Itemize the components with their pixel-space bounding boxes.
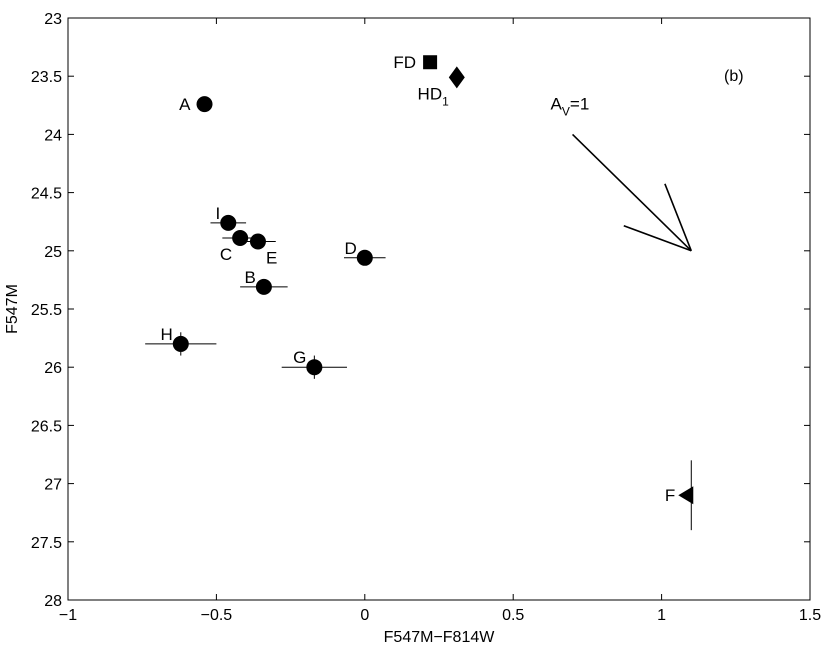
x-tick-label: 1.5 <box>799 607 821 624</box>
data-point: I <box>210 204 247 231</box>
circle-marker <box>172 335 189 352</box>
point-label: E <box>266 248 277 267</box>
y-axis: 23 23.5 24 24.5 25 25.5 26 26.5 27 27.5 28 <box>31 11 810 610</box>
data-point: E <box>240 233 277 267</box>
data-point: B <box>240 268 288 295</box>
arrow-shaft <box>571 133 692 252</box>
circle-marker <box>255 278 272 295</box>
point-label-text: G <box>293 348 306 367</box>
x-tick-label: −1 <box>59 607 77 624</box>
diamond-marker <box>448 66 465 89</box>
y-tick-label: 28 <box>44 593 62 610</box>
arrow-label-subscript: V <box>562 104 570 118</box>
point-label: G <box>293 348 306 367</box>
arrow-label-suffix: =1 <box>570 94 589 113</box>
point-label-text: D <box>345 239 357 258</box>
data-point: F <box>665 460 694 531</box>
point-label: H <box>161 325 173 344</box>
point-label-text: H <box>161 325 173 344</box>
point-label-text: F <box>665 486 675 505</box>
y-tick-label: 27 <box>44 477 62 494</box>
square-marker <box>423 55 438 70</box>
point-label-text: E <box>266 248 277 267</box>
y-tick-label: 24 <box>44 127 62 144</box>
triangle-marker <box>678 486 694 505</box>
point-label-text: B <box>245 268 256 287</box>
x-axis: −1 −0.5 0 0.5 1 1.5 <box>59 18 821 624</box>
panel-label: (b) <box>724 68 744 85</box>
point-label-text: C <box>220 245 232 264</box>
point-label: I <box>216 204 221 223</box>
data-point: G <box>281 348 347 379</box>
point-label: F <box>665 486 675 505</box>
point-label-text: A <box>179 95 191 114</box>
x-tick-label: 1 <box>657 607 666 624</box>
point-label-text: I <box>216 204 221 223</box>
point-label: D <box>345 239 357 258</box>
point-label: C <box>220 245 232 264</box>
point-label-text: FD <box>393 53 416 72</box>
y-tick-label: 27.5 <box>31 535 62 552</box>
y-axis-title: F547M <box>4 284 21 334</box>
x-tick-label: 0 <box>360 607 369 624</box>
data-point: C <box>220 229 258 264</box>
circle-marker <box>196 96 213 113</box>
x-tick-label: 0.5 <box>502 607 524 624</box>
y-tick-label: 25 <box>44 244 62 261</box>
circle-marker <box>220 214 237 231</box>
data-point: H <box>145 325 217 356</box>
y-tick-label: 24.5 <box>31 186 62 203</box>
point-label: A <box>179 95 191 114</box>
point-label-text: HD <box>418 84 443 103</box>
data-point: FD <box>393 53 438 72</box>
y-tick-label: 26 <box>44 360 62 377</box>
data-point: HD1 <box>418 66 465 108</box>
arrow-label-main: A <box>551 94 563 113</box>
y-tick-label: 23 <box>44 11 62 28</box>
x-tick-label: −0.5 <box>201 607 233 624</box>
point-label: FD <box>393 53 416 72</box>
circle-marker <box>232 229 249 246</box>
x-axis-title: F547M−F814W <box>384 629 496 646</box>
point-label: B <box>245 268 256 287</box>
arrow-label: AV=1 <box>551 94 590 118</box>
y-tick-label: 25.5 <box>31 302 62 319</box>
arrow-head <box>623 224 692 252</box>
circle-marker <box>306 359 323 376</box>
data-point: D <box>344 239 386 266</box>
point-label: HD1 <box>418 84 450 108</box>
y-tick-label: 26.5 <box>31 418 62 435</box>
reddening-vector: AV=1 <box>551 94 693 252</box>
arrow-head <box>664 183 693 252</box>
circle-marker <box>356 249 373 266</box>
y-tick-label: 23.5 <box>31 69 62 86</box>
data-point: A <box>179 95 213 114</box>
circle-marker <box>249 233 266 250</box>
point-label-subscript: 1 <box>442 94 449 108</box>
